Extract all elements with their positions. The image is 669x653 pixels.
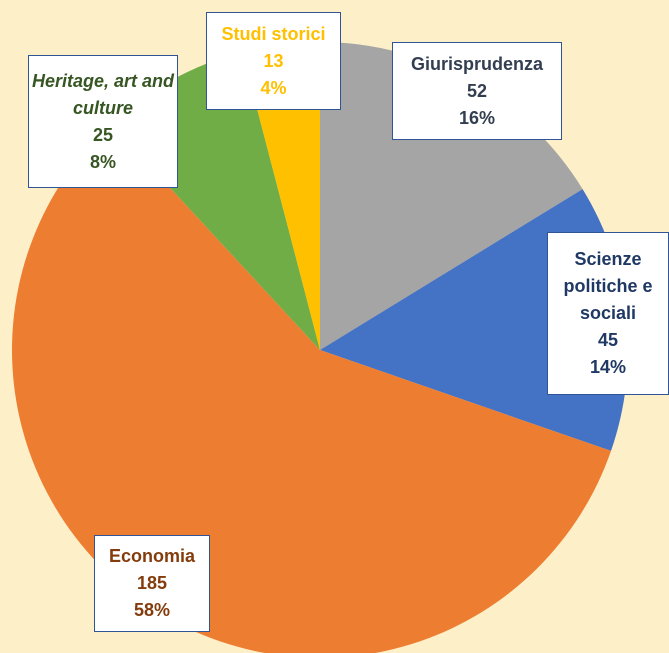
value-label: 185 — [136, 573, 168, 593]
percent-label: 16% — [458, 107, 496, 128]
value-label: 25 — [92, 124, 114, 145]
data-label: Studi storici 13 4% — [206, 12, 341, 110]
data-label: Economia 185 58% — [94, 535, 210, 632]
percent-label: 14% — [589, 357, 627, 377]
category-label: Economia — [108, 546, 196, 566]
category-label: Scienze politiche e sociali — [563, 249, 653, 323]
pie-slice — [242, 42, 320, 350]
value-label: 45 — [597, 330, 619, 350]
pie-slice — [12, 123, 611, 653]
data-label: Scienze politiche e sociali 45 14% — [547, 232, 669, 395]
percent-label: 58% — [133, 600, 171, 620]
category-label: Giurisprudenza — [410, 53, 544, 74]
category-label: Heritage, art and culture — [31, 70, 175, 118]
value-label: 52 — [466, 80, 488, 101]
percent-label: 8% — [89, 151, 116, 172]
percent-label: 4% — [260, 77, 287, 98]
data-label: Heritage, art and culture 25 8% — [28, 55, 178, 188]
value-label: 13 — [263, 50, 284, 71]
data-label: Giurisprudenza 52 16% — [392, 42, 562, 140]
category-label: Studi storici — [221, 23, 326, 44]
